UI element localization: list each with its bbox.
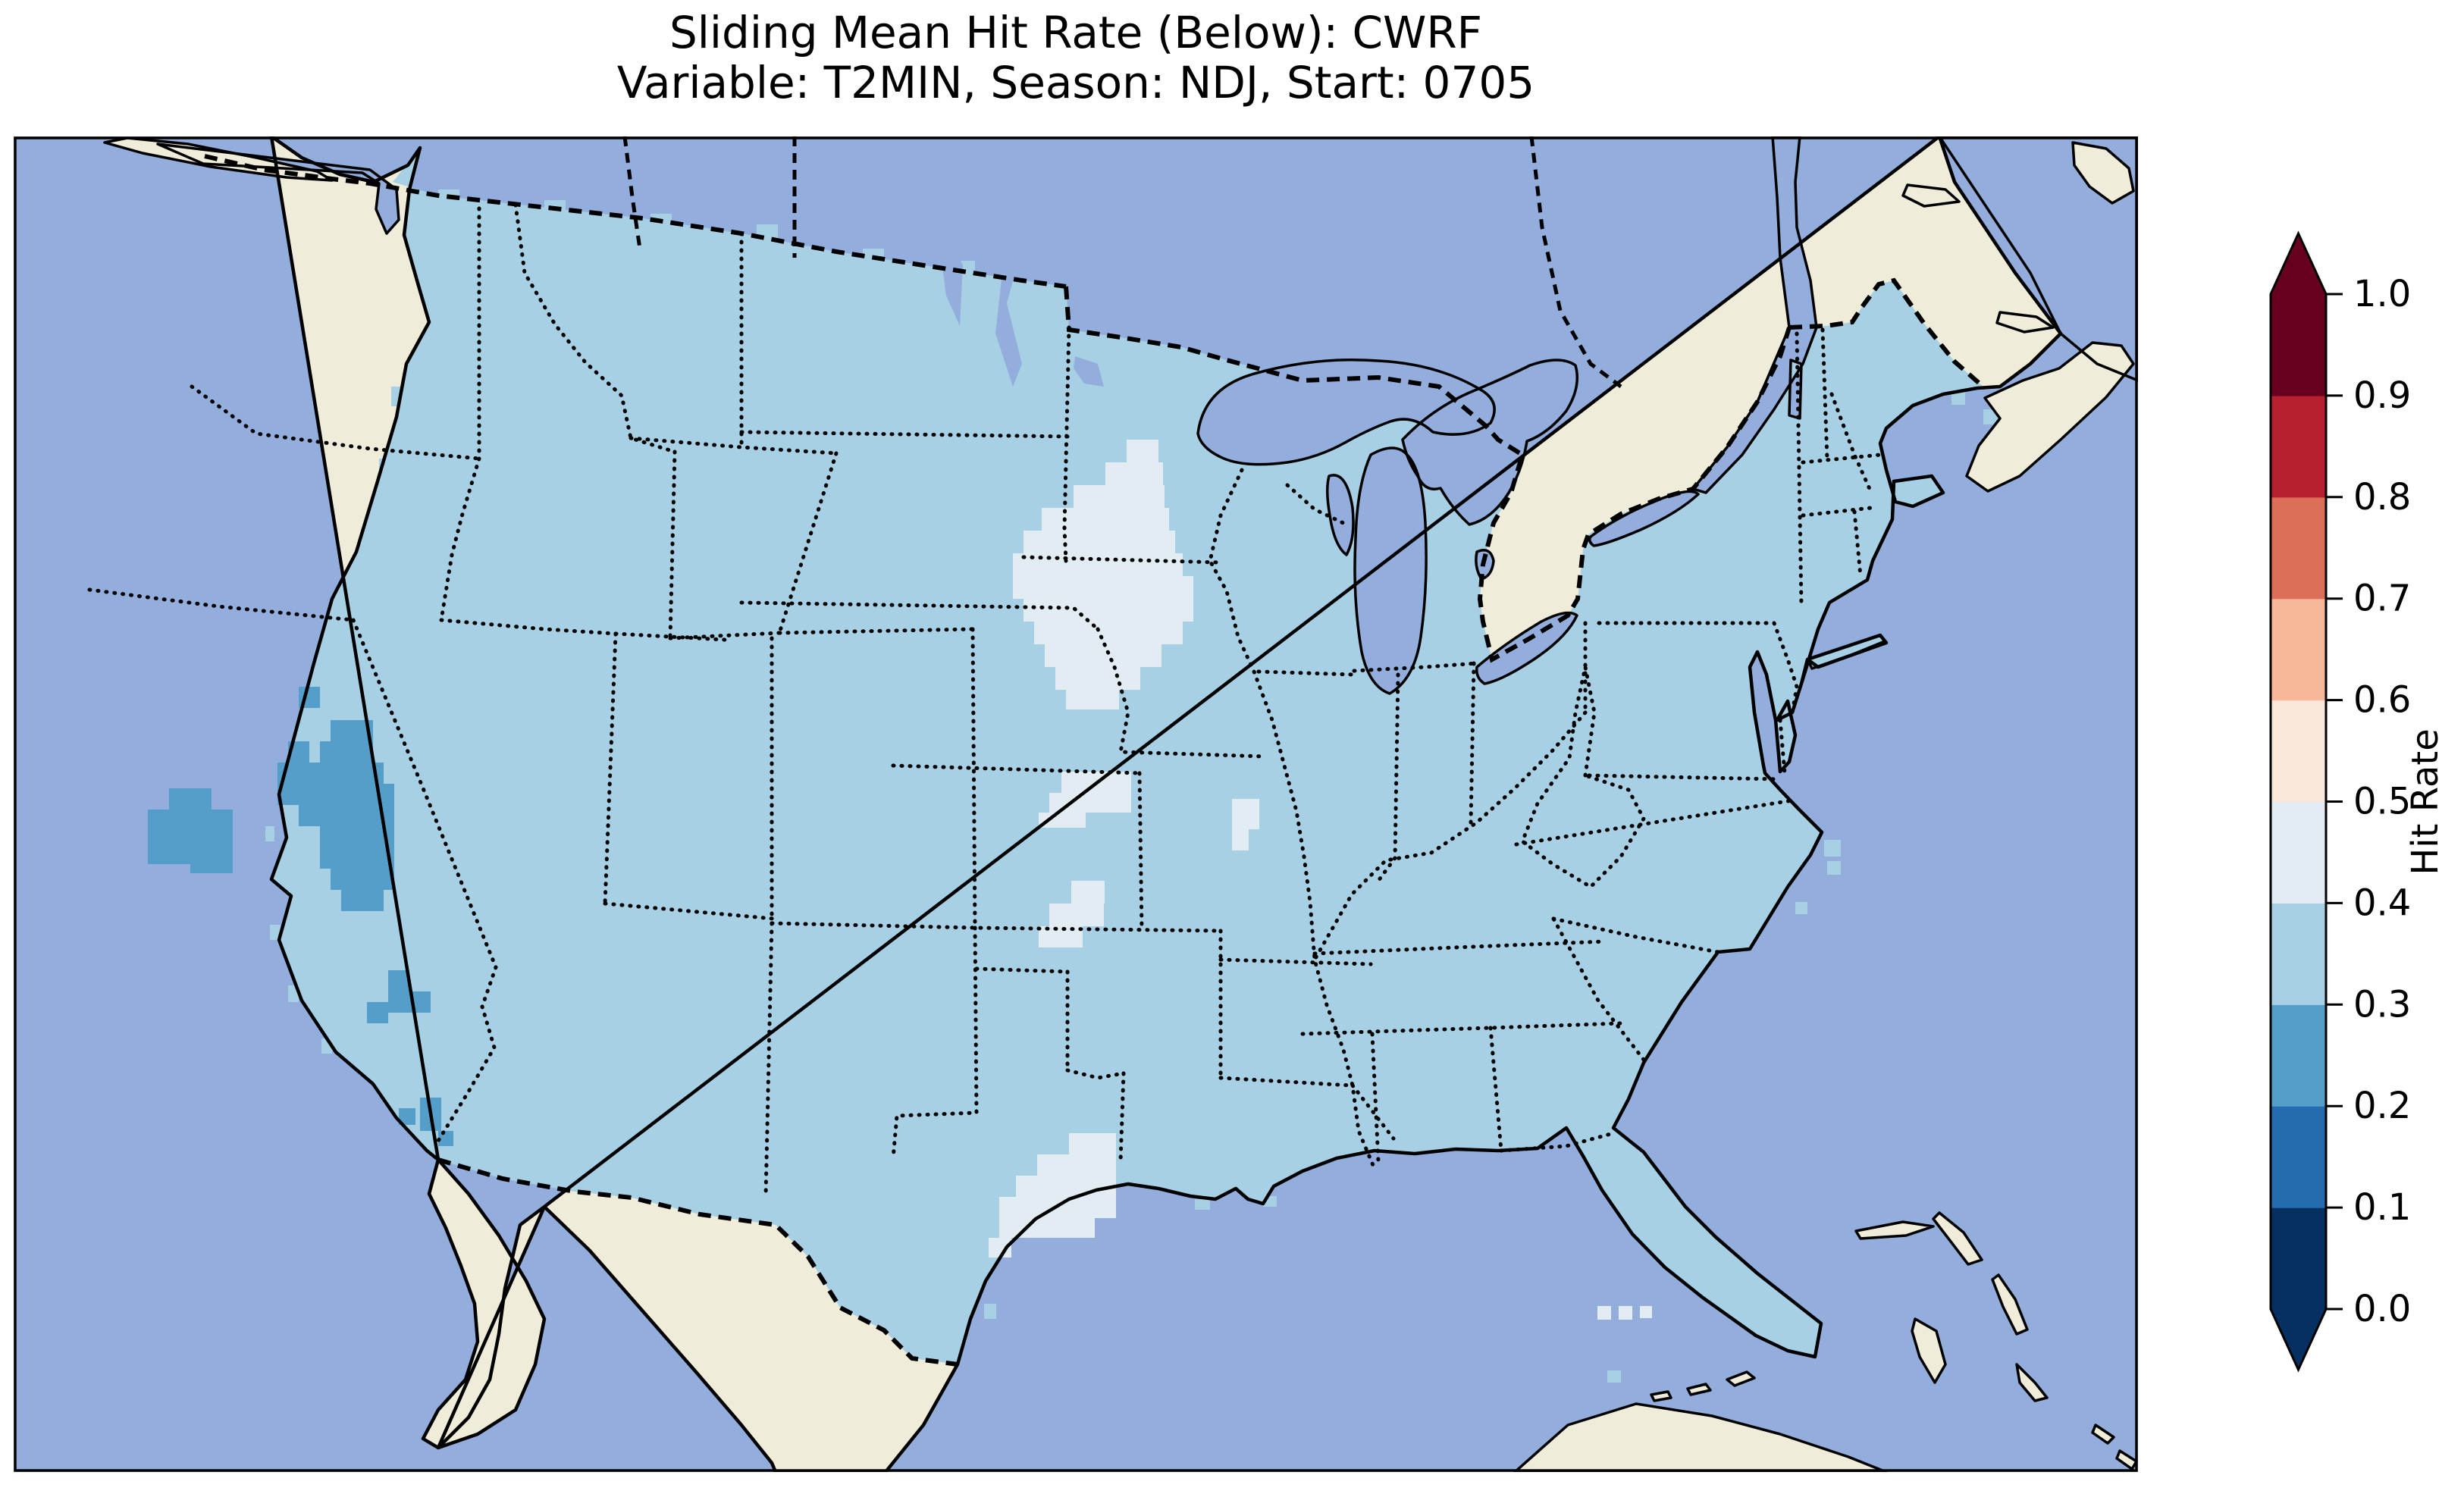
- grid-cell-dark: [341, 890, 384, 911]
- grid-cell-pale: [1045, 644, 1161, 667]
- grid-cell-pale: [1071, 881, 1105, 904]
- grid-cell-pale: [1640, 1306, 1652, 1318]
- grid-cell-dark: [212, 831, 233, 852]
- colorbar-tick-label: 0.4: [2353, 882, 2411, 924]
- colorbar-ticks: 1.0 0.9 0.8 0.7 0.6 0.5 0.4 0.3 0.2 0.1 0.0: [2326, 273, 2411, 1330]
- colorbar-tick-label: 0.5: [2353, 781, 2411, 823]
- grid-cell-pale: [1024, 531, 1175, 553]
- grid-cell-pale: [1074, 485, 1165, 508]
- grid-cell-dark: [277, 763, 384, 784]
- colorbar-tick-label: 0.6: [2353, 679, 2411, 722]
- grid-cell-pale: [1013, 576, 1193, 599]
- grid-cell-dark: [320, 741, 373, 763]
- colorbar-over-arrow: [2271, 233, 2326, 294]
- grid-cell: [270, 925, 281, 940]
- province-borders: [622, 136, 1622, 388]
- title-line-1: Sliding Mean Hit Rate (Below): CWRF: [669, 7, 1483, 58]
- colorbar-tick-label: 0.1: [2353, 1186, 2411, 1229]
- grid-cell-pale: [999, 1218, 1095, 1238]
- colorbar-tick-label: 0.9: [2353, 374, 2411, 417]
- colorbar-bin: [2271, 903, 2326, 1005]
- grid-cell-pale: [1042, 508, 1169, 531]
- colorbar-bin: [2271, 598, 2326, 701]
- grid-cell-dark: [438, 1131, 453, 1146]
- grid-cell-pale: [1034, 622, 1183, 644]
- grid-cell: [1022, 285, 1042, 302]
- grid-cell-dark: [277, 784, 394, 805]
- grid-cell-pale: [1037, 1154, 1116, 1176]
- title-line-2: Variable: T2MIN, Season: NDJ, Start: 070…: [616, 57, 1535, 108]
- colorbar: 1.0 0.9 0.8 0.7 0.6 0.5 0.4 0.3 0.2 0.1 0.0 Hit Ra…: [2269, 230, 2447, 1373]
- grid-cell-pale: [1619, 1306, 1632, 1320]
- colorbar-tick-label: 0.0: [2353, 1288, 2411, 1330]
- grid-cell-dark: [169, 788, 212, 810]
- grid-cell: [324, 679, 334, 697]
- colorbar-bin: [2271, 1207, 2326, 1310]
- grid-cell: [1795, 902, 1807, 914]
- grid-cell: [1827, 861, 1841, 875]
- colorbar-tick-label: 0.8: [2353, 476, 2411, 518]
- figure-title: Sliding Mean Hit Rate (Below): CWRF Vari…: [0, 8, 2152, 108]
- grid-cell-dark: [331, 869, 394, 890]
- grid-cell-dark: [388, 970, 409, 1013]
- colorbar-bin: [2271, 700, 2326, 803]
- grid-cell: [308, 747, 317, 764]
- grid-cell-pale: [1127, 440, 1158, 462]
- colorbar-tick-label: 0.3: [2353, 983, 2411, 1026]
- grid-cell-pale: [1055, 667, 1140, 690]
- colorbar-tick-label: 1.0: [2353, 273, 2411, 315]
- colorbar-bin: [2271, 801, 2326, 904]
- map-frame: [14, 136, 2138, 1472]
- grid-cell-pale: [1232, 799, 1259, 829]
- colorbar-bin: [2271, 1106, 2326, 1208]
- grid-cell-dark: [320, 847, 394, 869]
- grid-cell-pale: [1066, 690, 1119, 709]
- grid-cell-pale: [1049, 904, 1104, 926]
- colorbar-bin: [2271, 1004, 2326, 1107]
- grid-cell-dark: [320, 826, 394, 847]
- grid-cell: [1824, 840, 1841, 857]
- grid-cell-pale: [1105, 462, 1163, 485]
- grid-cell: [1607, 1370, 1621, 1383]
- grid-cell: [1951, 391, 1965, 405]
- grid-cell-pale: [1016, 1176, 1116, 1197]
- map-plot: [14, 136, 2138, 1472]
- colorbar-under-arrow: [2271, 1309, 2326, 1370]
- colorbar-tick-label: 0.7: [2353, 578, 2411, 620]
- grid-cell-pale: [1013, 553, 1183, 576]
- grid-cell-pale: [1232, 829, 1249, 850]
- colorbar-tick-label: 0.2: [2353, 1085, 2411, 1127]
- grid-cell: [364, 531, 375, 549]
- state-borders: [87, 202, 1882, 1198]
- grid-cell-pale: [1024, 599, 1193, 622]
- grid-cell-pale: [1597, 1306, 1611, 1320]
- grid-cell-dark: [299, 805, 394, 826]
- grid-cell: [984, 1304, 996, 1319]
- colorbar-bin: [2271, 395, 2326, 498]
- grid-cell: [265, 826, 274, 841]
- grid-cell-pale: [1069, 1133, 1116, 1154]
- grid-cell-dark: [399, 1108, 415, 1125]
- grid-cell-dark: [190, 852, 233, 873]
- grid-cell: [1195, 1199, 1210, 1210]
- grid-cell-dark: [367, 1002, 388, 1023]
- grid-cell-dark: [148, 810, 233, 831]
- anomaly-cells-dark-bin: [148, 687, 453, 1146]
- colorbar-bin: [2271, 294, 2326, 396]
- colorbar-segments: [2271, 294, 2326, 1310]
- colorbar-bin: [2271, 496, 2326, 600]
- colorbar-axis-label: Hit Rate: [2404, 728, 2447, 875]
